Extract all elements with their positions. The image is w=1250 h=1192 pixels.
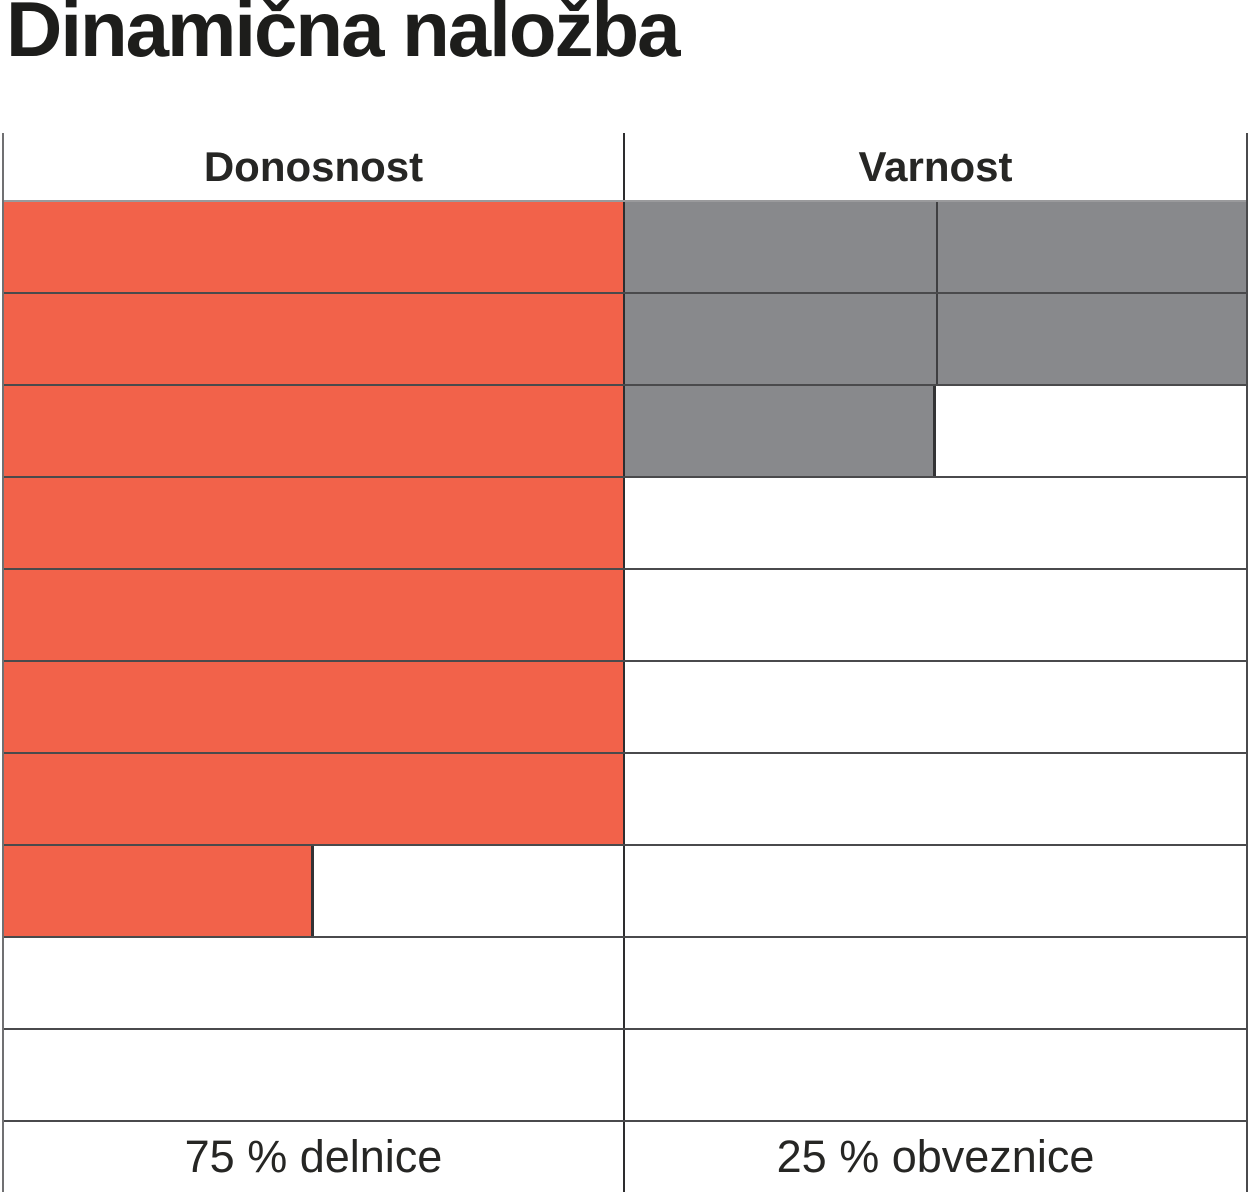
grid-cell (4, 938, 625, 1028)
donosnost-fill (4, 478, 623, 568)
half-cell-divider (935, 202, 938, 292)
grid-cell (4, 662, 625, 752)
varnost-fill (625, 202, 1246, 292)
varnost-fill (625, 294, 1246, 384)
donosnost-fill (4, 846, 314, 936)
varnost-fill (625, 386, 936, 476)
table-row (4, 386, 1246, 478)
grid-cell (625, 478, 1246, 568)
grid-cell (625, 570, 1246, 660)
grid-cell (625, 662, 1246, 752)
grid-cell (4, 478, 625, 568)
grid-cell (625, 1030, 1246, 1120)
table-row (4, 202, 1246, 294)
table-row (4, 846, 1246, 938)
grid-cell (4, 846, 625, 936)
grid-cell (4, 294, 625, 384)
grid-cell (625, 386, 1246, 476)
donosnost-fill (4, 662, 623, 752)
footer-row: 75 % delnice 25 % obveznice (4, 1122, 1246, 1192)
grid-cell (4, 754, 625, 844)
grid-cell (625, 754, 1246, 844)
header-row: Donosnost Varnost (4, 133, 1246, 202)
grid-cell (4, 202, 625, 292)
grid-cell (625, 202, 1246, 292)
page-title: Dinamična naložba (6, 0, 680, 73)
grid-cell (625, 846, 1246, 936)
grid-cell (4, 1030, 625, 1120)
table-row (4, 938, 1246, 1030)
table-row (4, 1030, 1246, 1122)
rating-table: Donosnost Varnost 75 % delnice 25 % obve… (2, 133, 1248, 1192)
table-row (4, 294, 1246, 386)
grid-cell (625, 938, 1246, 1028)
table-row (4, 478, 1246, 570)
grid-cell (625, 294, 1246, 384)
donosnost-fill (4, 570, 623, 660)
donosnost-fill (4, 386, 623, 476)
table-row (4, 662, 1246, 754)
header-varnost: Varnost (858, 142, 1013, 190)
donosnost-fill (4, 294, 623, 384)
footer-delnice: 75 % delnice (4, 1122, 625, 1192)
table-row (4, 754, 1246, 846)
half-cell-divider (935, 294, 938, 384)
table-row (4, 570, 1246, 662)
grid-cell (4, 570, 625, 660)
header-donosnost: Donosnost (4, 133, 625, 200)
donosnost-fill (4, 754, 623, 844)
grid-rows (4, 202, 1246, 1122)
footer-obveznice: 25 % obveznice (776, 1131, 1095, 1182)
grid-cell (4, 386, 625, 476)
donosnost-fill (4, 202, 623, 292)
